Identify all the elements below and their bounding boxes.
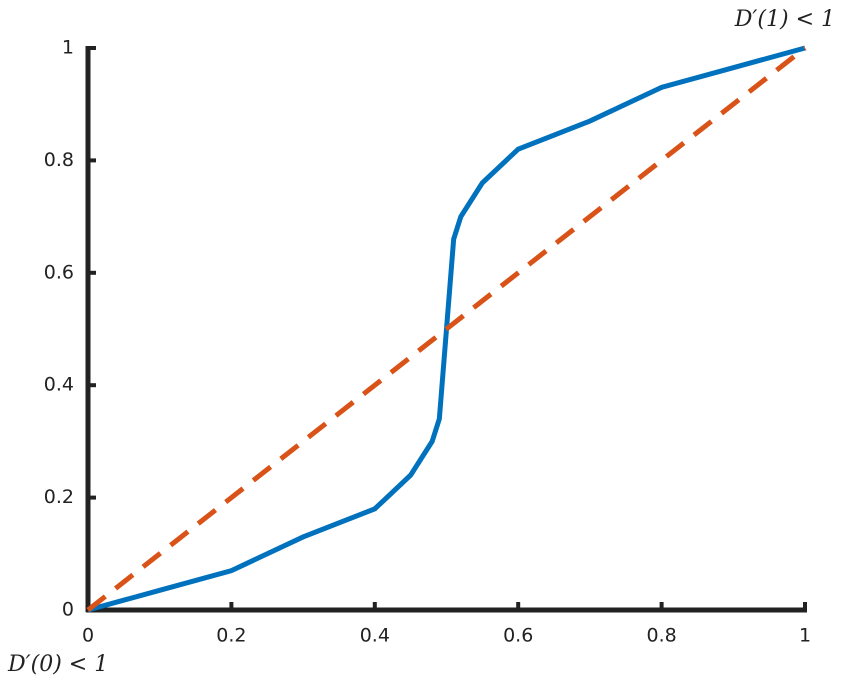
- series-line: [86, 46, 807, 612]
- y-tick-label: 0: [62, 599, 74, 621]
- x-tick-label: 0: [82, 625, 94, 647]
- x-tick-label: 0.2: [216, 625, 246, 647]
- x-tick-label: 0.6: [503, 625, 533, 647]
- x-tick-label: 0.4: [360, 625, 390, 647]
- y-tick-label: 0.8: [44, 149, 74, 171]
- y-tick-label: 0.6: [44, 261, 74, 283]
- x-tick-label: 0.8: [646, 625, 676, 647]
- annotation: D′(1) < 1: [734, 7, 835, 32]
- y-tick-label: 0.4: [44, 374, 74, 396]
- y-tick-label: 0.2: [44, 486, 74, 508]
- y-tick-label: 1: [62, 37, 74, 59]
- x-tick-label: 1: [799, 625, 811, 647]
- annotation: D′(0) < 1: [7, 652, 108, 677]
